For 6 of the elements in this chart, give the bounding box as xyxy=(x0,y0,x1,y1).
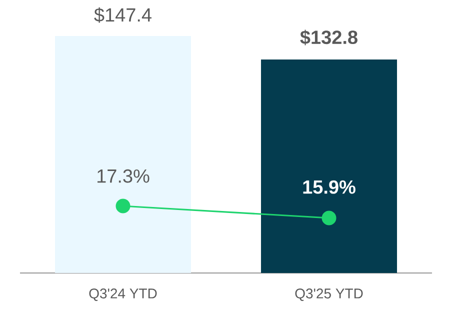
data-label: $132.8 xyxy=(300,30,358,46)
data-label: $147.4 xyxy=(94,7,152,23)
x-tick-label: Q3'24 YTD xyxy=(89,288,157,301)
data-label: 15.9% xyxy=(303,180,356,194)
data-label: 17.3% xyxy=(98,169,150,183)
x-tick-label: Q3'25 YTD xyxy=(295,288,363,301)
